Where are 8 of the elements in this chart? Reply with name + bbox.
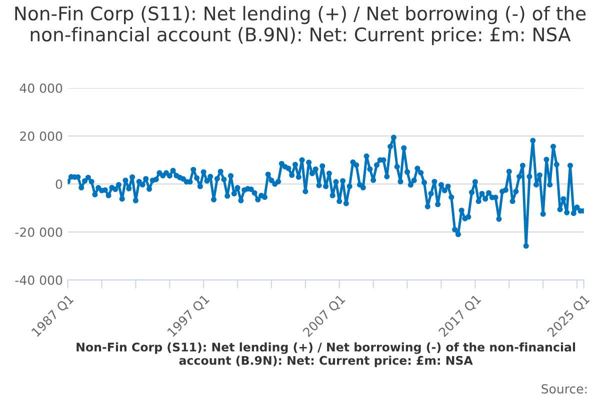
y-tick-label: 40 000	[20, 83, 62, 93]
y-tick-label: -40 000	[15, 275, 62, 285]
y-tick-label: -20 000	[15, 227, 62, 237]
x-axis-title: Non-Fin Corp (S11): Net lending (+) / Net borrowing (-) of the non-financial account (B.9N): Net: Current price: £m: NSA	[76, 342, 576, 368]
y-tick-label: 0	[56, 179, 62, 189]
chart-title: Non-Fin Corp (S11): Net lending (+) / Net borrowing (-) of the non-financial account (B.9N): Net: Current price: £m: NSA	[15, 6, 586, 46]
source-note: Source:	[542, 384, 587, 394]
y-tick-label: 20 000	[20, 131, 62, 141]
